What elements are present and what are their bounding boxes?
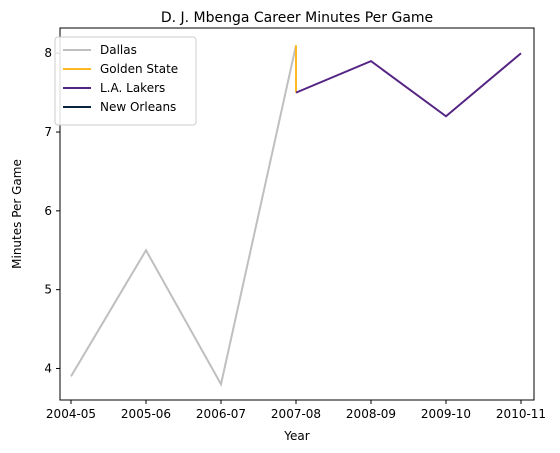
series-line-dallas bbox=[70, 45, 297, 388]
legend-label: New Orleans bbox=[100, 100, 176, 114]
x-axis-title: Year bbox=[283, 429, 309, 443]
series-layer bbox=[70, 45, 522, 388]
x-tick-label: 2006-07 bbox=[196, 407, 246, 421]
x-tick-label: 2008-09 bbox=[346, 407, 396, 421]
legend: Dallas Golden State L.A. Lakers New Orleans bbox=[54, 36, 197, 126]
legend-label: L.A. Lakers bbox=[100, 81, 165, 95]
x-axis: 2004-05 2005-06 2006-07 2007-08 2008-09 2009-… bbox=[46, 400, 546, 421]
legend-box bbox=[54, 36, 197, 126]
x-tick-label: 2009-10 bbox=[421, 407, 471, 421]
x-tick-label: 2005-06 bbox=[121, 407, 171, 421]
legend-label: Dallas bbox=[100, 43, 137, 57]
x-tick-label: 2007-08 bbox=[271, 407, 321, 421]
series-line-l-a-lakers bbox=[295, 52, 522, 118]
y-axis-title: Minutes Per Game bbox=[10, 159, 24, 269]
y-tick-label: 4 bbox=[44, 361, 52, 375]
y-tick-label: 8 bbox=[44, 46, 52, 60]
chart-title: D. J. Mbenga Career Minutes Per Game bbox=[161, 10, 433, 26]
legend-label: Golden State bbox=[100, 62, 178, 76]
x-tick-label: 2004-05 bbox=[46, 407, 96, 421]
y-tick-label: 5 bbox=[44, 283, 52, 297]
y-tick-label: 7 bbox=[44, 125, 52, 139]
x-tick-label: 2010-11 bbox=[496, 407, 546, 421]
y-tick-label: 6 bbox=[44, 204, 52, 218]
